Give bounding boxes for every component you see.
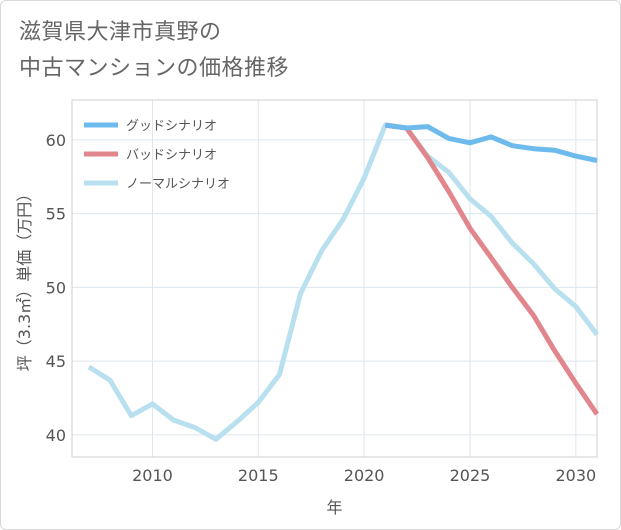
y-tick-label: 60 xyxy=(46,131,66,150)
x-tick-label: 2025 xyxy=(450,466,491,485)
x-tick-label: 2020 xyxy=(344,466,385,485)
y-tick-label: 55 xyxy=(46,205,66,224)
x-tick-label: 2015 xyxy=(238,466,279,485)
plot-frame xyxy=(71,99,598,458)
plot-border xyxy=(71,99,598,458)
tick-labels: 2010 2015 2020 2025 2030 40 45 50 55 60 xyxy=(46,131,597,485)
series-line-normal xyxy=(87,122,599,442)
y-tick-label: 40 xyxy=(46,426,66,445)
series-line-good xyxy=(384,122,598,163)
chart-title: 滋賀県大津市真野の 中古マンションの価格推移 xyxy=(19,15,289,87)
y-tick-label: 45 xyxy=(46,352,66,371)
x-tick-label: 2010 xyxy=(132,466,173,485)
legend-label: バッドシナリオ xyxy=(126,148,217,163)
series-lines xyxy=(87,122,600,442)
legend-label: グッドシナリオ xyxy=(126,119,217,134)
y-axis-label: 坪（3.3㎡）単価（万円） xyxy=(15,186,34,371)
series-line-bad xyxy=(384,122,600,416)
chart-title-line-1: 滋賀県大津市真野の xyxy=(19,20,222,45)
x-tick-label: 2030 xyxy=(555,466,596,485)
y-tick-label: 50 xyxy=(46,278,66,297)
legend-label: ノーマルシナリオ xyxy=(126,177,230,192)
chart-title-line-2: 中古マンションの価格推移 xyxy=(19,56,290,81)
x-axis-label: 年 xyxy=(326,498,342,517)
